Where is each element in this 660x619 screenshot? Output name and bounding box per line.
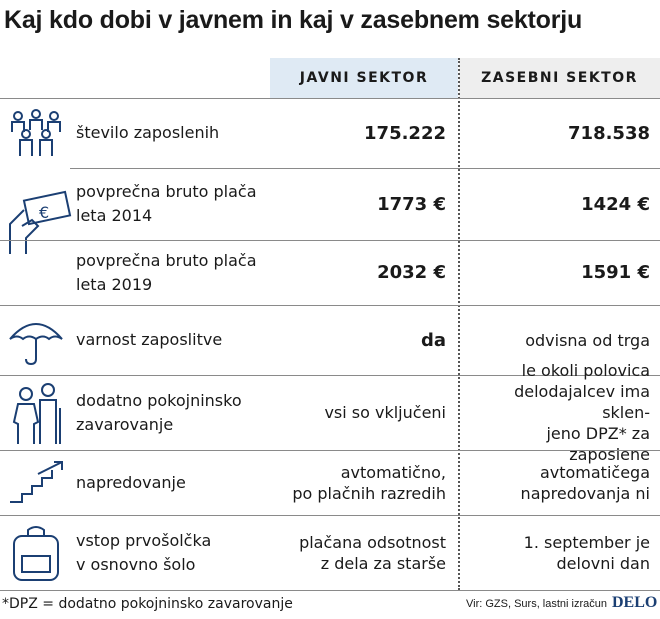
text-line: 2032 € (377, 262, 446, 283)
text-line: dodatno pokojninsko (76, 390, 242, 410)
cell-zasebni: 718.538 (462, 98, 650, 168)
header-bg (270, 58, 458, 98)
cell-label: dodatno pokojninsko zavarovanje (76, 375, 266, 450)
text-line: avtomatičega (539, 462, 650, 482)
text-line: 718.538 (568, 122, 650, 144)
cell-zasebni: le okoli polovica delodajalcev ima sklen-… (462, 361, 650, 464)
text-line: vstop prvošolčka (76, 530, 212, 550)
text-line: varnost zaposlitve (76, 330, 223, 349)
seniors-icon (12, 383, 61, 444)
text-line: z dela za starše (320, 553, 446, 573)
people-icon (11, 109, 61, 156)
row-separator (0, 375, 660, 376)
text-line: 1773 € (377, 193, 446, 215)
cell-javni: 1773 € (272, 168, 446, 240)
title: Kaj kdo dobi v javnem in kaj v zasebnem … (4, 6, 583, 34)
cell-zasebni: 1424 € (462, 168, 650, 240)
cell-javni: vsi so vključeni (272, 375, 446, 450)
cell-label: varnost zaposlitve (76, 305, 266, 375)
text-line: po plačnih razredih (292, 483, 446, 503)
row-separator (0, 450, 660, 451)
text-line: 1. september je (523, 532, 650, 552)
text-line: da (420, 329, 446, 351)
text-line: 1591 € (581, 262, 650, 283)
row-separator (0, 590, 660, 591)
text-line: odvisna od trga (525, 330, 650, 350)
row-separator (0, 98, 660, 99)
column-divider (458, 58, 460, 590)
cell-javni: avtomatično, po plačnih razredih (272, 450, 446, 515)
row-separator (0, 305, 660, 306)
cell-javni: 175.222 (272, 98, 446, 168)
cell-label: povprečna bruto plača leta 2014 (76, 168, 266, 240)
money-icon: € (9, 190, 72, 254)
column-header: JAVNI SEKTOR (299, 70, 429, 86)
text-line: 175.222 (364, 122, 446, 144)
header-bg (459, 58, 660, 98)
row-separator (0, 240, 660, 241)
logo: DELO (612, 594, 658, 611)
text-line: napredovanja ni (520, 483, 650, 503)
text-line: avtomatično, (340, 462, 446, 482)
text-line: jeno DPZ* za zaposlene (546, 424, 650, 464)
text-line: leta 2019 (76, 274, 153, 294)
cell-zasebni: 1. september je delovni dan (462, 515, 650, 590)
cell-label: napredovanje (76, 450, 266, 515)
text-line: zavarovanje (76, 414, 174, 434)
text-line: v osnovno šolo (76, 554, 196, 574)
text-line: povprečna bruto plača (76, 250, 257, 270)
source: Vir: GZS, Surs, lastni izračun (466, 598, 608, 610)
cell-zasebni: odvisna od trga (462, 305, 650, 375)
text-line: delovni dan (556, 553, 650, 573)
cell-javni: 2032 € (272, 240, 446, 305)
umbrella-icon (9, 323, 63, 366)
text-line: vsi so vključeni (324, 403, 446, 422)
footnote: *DPZ = dodatno pokojninsko zavarovanje (2, 596, 293, 612)
svg-text:€: € (39, 203, 49, 222)
row-separator (70, 168, 660, 169)
text-line: leta 2014 (76, 206, 153, 225)
text-line: povprečna bruto plača (76, 182, 257, 201)
text-line: število zaposlenih (76, 123, 220, 142)
text-line: napredovanje (76, 472, 186, 492)
backpack-icon (13, 526, 59, 581)
column-header: ZASEBNI SEKTOR (481, 70, 638, 86)
cell-label: število zaposlenih (76, 98, 266, 168)
text-line: delodajalcev ima sklen- (514, 382, 650, 422)
row-separator (0, 515, 660, 516)
text-line: 1424 € (581, 193, 650, 215)
cell-label: vstop prvošolčka v osnovno šolo (76, 515, 266, 590)
cell-javni: da (272, 305, 446, 375)
cell-javni: plačana odsotnost z dela za starše (272, 515, 446, 590)
cell-label: povprečna bruto plača leta 2019 (76, 240, 266, 305)
cell-zasebni: 1591 € (462, 240, 650, 305)
cell-zasebni: avtomatičega napredovanja ni (462, 450, 650, 515)
text-line: plačana odsotnost (299, 532, 446, 552)
stairs-icon (10, 461, 63, 503)
text-line: le okoli polovica (521, 361, 650, 380)
